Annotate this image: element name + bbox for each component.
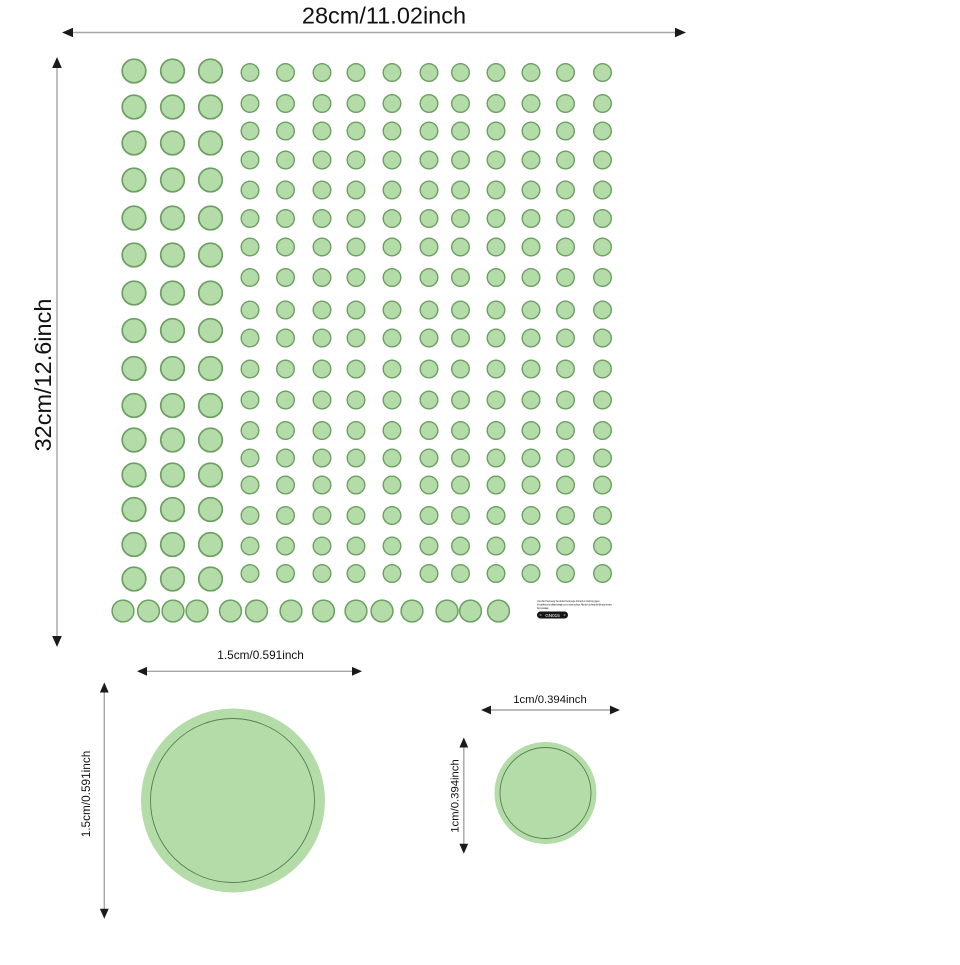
svg-text:them, no scrape.: them, no scrape. [537, 606, 549, 610]
svg-text:1cm/0.394inch: 1cm/0.394inch [513, 694, 586, 706]
svg-text:1.5cm/0.591inch: 1.5cm/0.591inch [217, 648, 304, 662]
svg-text:It is perfect to be affixed st: It is perfect to be affixed straight on … [537, 603, 612, 607]
svg-text:1.5cm/0.591inch: 1.5cm/0.591inch [79, 751, 93, 838]
svg-text:Use this: Peel away the sticke: Use this: Peel away the sticker back pag… [537, 599, 600, 603]
svg-text:1cm/0.394inch: 1cm/0.394inch [450, 759, 462, 832]
svg-text:32cm/12.6inch: 32cm/12.6inch [30, 299, 56, 452]
svg-text:GN015: GN015 [545, 613, 560, 618]
svg-text:28cm/11.02inch: 28cm/11.02inch [302, 3, 466, 29]
